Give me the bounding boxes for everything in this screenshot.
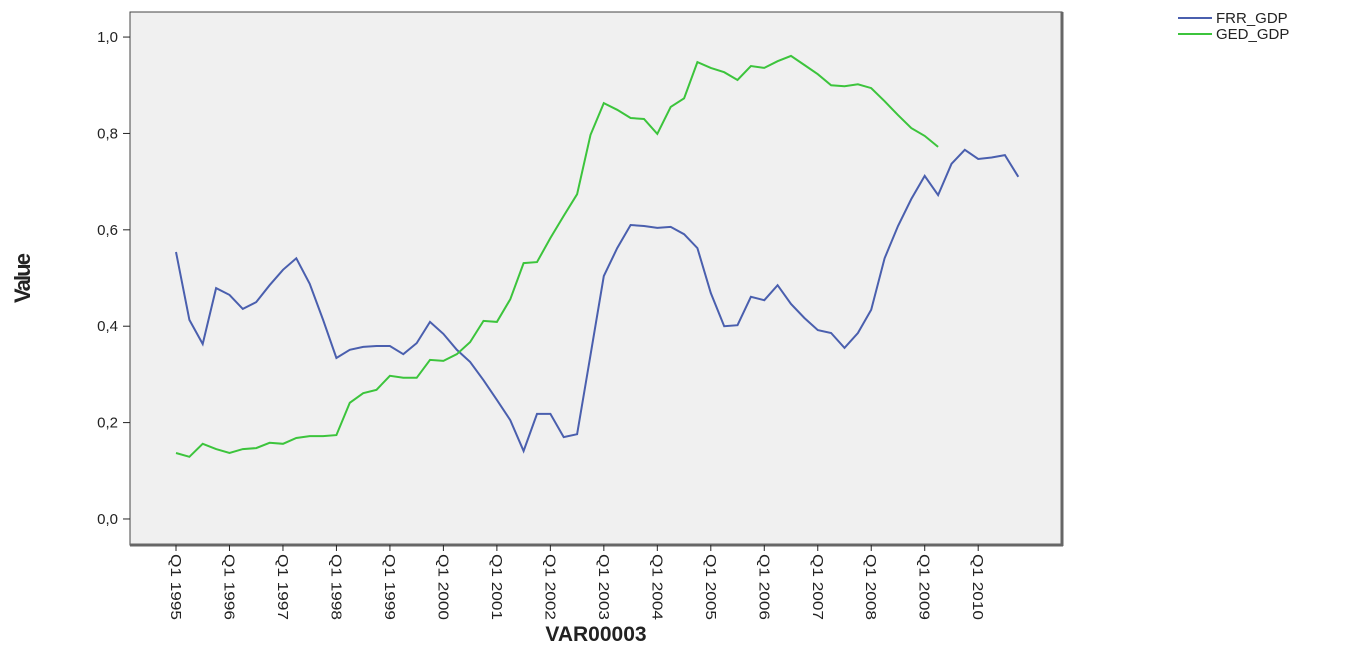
x-tick-label: Q1 1996 <box>220 554 237 620</box>
x-tick-label: Q1 2004 <box>648 554 665 620</box>
x-tick-label: Q1 2002 <box>541 554 558 620</box>
x-axis-label: VAR00003 <box>545 623 646 645</box>
x-tick-label: Q1 2005 <box>702 554 719 620</box>
y-axis-label: Value <box>10 253 35 303</box>
x-tick-label: Q1 2010 <box>969 554 986 620</box>
x-tick-label: Q1 2008 <box>862 554 879 620</box>
x-tick-label: Q1 2007 <box>809 554 826 620</box>
y-tick-label: 0,6 <box>97 222 118 239</box>
x-tick-label: Q1 2000 <box>434 554 451 620</box>
y-tick-label: 0,0 <box>97 511 118 528</box>
legend-label: FRR_GDP <box>1216 10 1288 27</box>
x-tick-label: Q1 1999 <box>381 554 398 620</box>
y-tick-label: 0,4 <box>97 318 118 335</box>
x-tick-label: Q1 2001 <box>488 554 505 620</box>
x-tick-label: Q1 1995 <box>167 554 184 620</box>
y-tick-label: 1,0 <box>97 29 118 46</box>
y-tick-label: 0,8 <box>97 125 118 142</box>
x-tick-label: Q1 2009 <box>916 554 933 620</box>
x-tick-label: Q1 2006 <box>755 554 772 620</box>
series-line <box>175 54 939 458</box>
x-tick-label: Q1 1997 <box>274 554 291 620</box>
plot-area <box>129 11 1063 546</box>
x-tick-label: Q1 2003 <box>595 554 612 620</box>
x-tick-label: Q1 1998 <box>327 554 344 620</box>
series-line <box>175 148 1020 454</box>
y-tick-label: 0,2 <box>97 415 118 432</box>
legend-label: GED_GDP <box>1216 26 1289 43</box>
